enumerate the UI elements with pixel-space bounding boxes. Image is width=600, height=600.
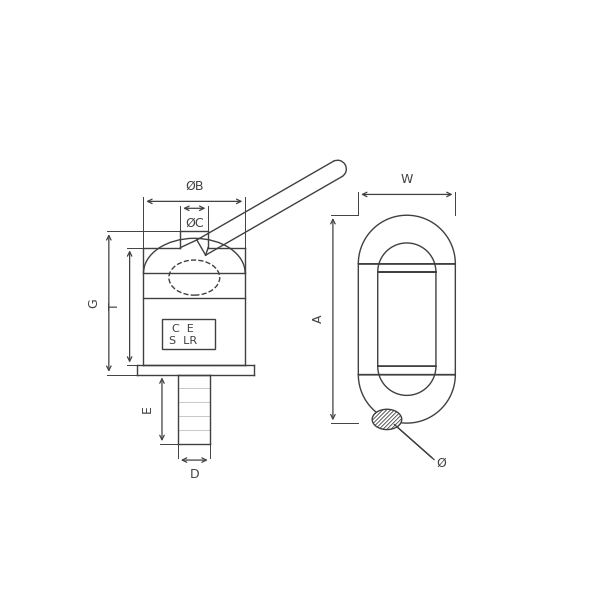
Text: S  LR: S LR: [169, 336, 197, 346]
Text: G: G: [88, 298, 101, 308]
Text: E: E: [140, 406, 154, 413]
Ellipse shape: [372, 409, 402, 430]
Text: W: W: [401, 173, 413, 186]
Text: ØB: ØB: [185, 180, 203, 193]
Bar: [162, 319, 215, 349]
Text: C  E: C E: [172, 324, 194, 334]
Text: ØC: ØC: [185, 217, 203, 230]
Text: Ø: Ø: [436, 457, 446, 469]
Text: T: T: [109, 302, 121, 310]
Text: A: A: [311, 315, 325, 323]
Ellipse shape: [372, 409, 402, 430]
Text: D: D: [190, 469, 199, 481]
